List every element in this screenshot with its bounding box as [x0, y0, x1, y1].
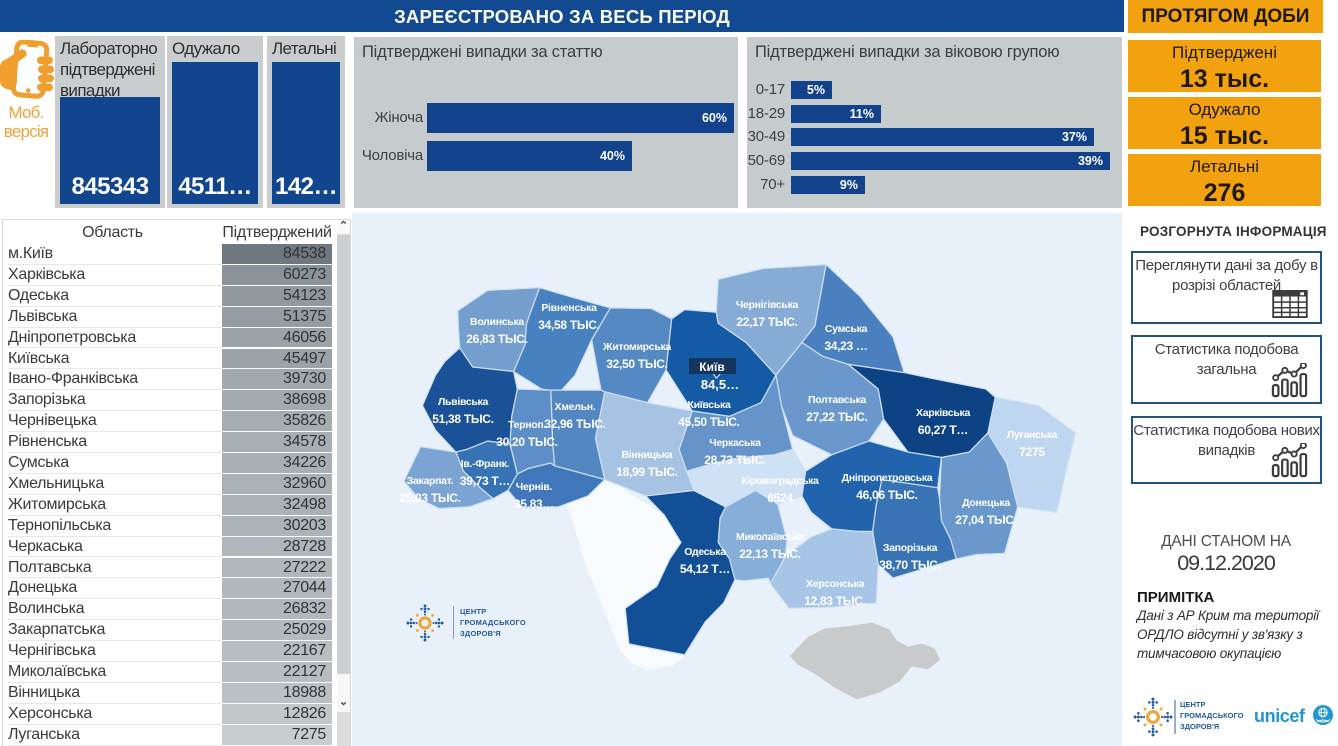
svg-text:26,83 ТЫС.: 26,83 ТЫС. [466, 332, 527, 346]
svg-text:Київ: Київ [699, 360, 724, 374]
svg-text:35,83…: 35,83… [514, 497, 554, 511]
svg-text:Донецька: Донецька [962, 497, 1010, 509]
svg-text:Ів.-Франк.: Ів.-Франк. [461, 458, 510, 470]
svg-text:46,06 ТЫС.: 46,06 ТЫС. [856, 488, 917, 502]
svg-text:ГРОМАДСЬКОГО: ГРОМАДСЬКОГО [1180, 711, 1244, 720]
svg-text:60,27 Т…: 60,27 Т… [918, 423, 968, 437]
svg-text:32,96 ТЫС.: 32,96 ТЫС. [544, 417, 605, 431]
svg-text:84,5…: 84,5… [701, 377, 739, 392]
svg-text:12,83 ТЫС.: 12,83 ТЫС. [804, 594, 865, 608]
svg-text:22,17 ТЫС.: 22,17 ТЫС. [736, 315, 797, 329]
svg-text:Чернігівська: Чернігівська [736, 299, 799, 311]
svg-text:27,22 ТЫС.: 27,22 ТЫС. [806, 410, 867, 424]
svg-text:Сумська: Сумська [825, 323, 868, 335]
svg-text:Черкаська: Черкаська [709, 437, 761, 449]
svg-text:Рівненська: Рівненська [541, 302, 597, 314]
svg-text:38,70 ТЫС.: 38,70 ТЫС. [879, 558, 940, 572]
svg-text:34,23 …: 34,23 … [824, 339, 867, 353]
svg-text:Терноп.: Терноп. [508, 419, 546, 431]
svg-text:Волинська: Волинська [470, 316, 524, 328]
svg-text:32,50 ТЫС.: 32,50 ТЫС. [606, 357, 667, 371]
svg-text:Луганська: Луганська [1007, 429, 1058, 441]
svg-text:25,03 ТЫС.: 25,03 ТЫС. [399, 491, 460, 505]
svg-text:ЦЕНТР: ЦЕНТР [1180, 700, 1205, 709]
svg-text:22,13 ТЫС.: 22,13 ТЫС. [739, 547, 800, 561]
svg-text:45,50 ТЫС.: 45,50 ТЫС. [678, 415, 739, 429]
svg-text:Чернів.: Чернів. [516, 481, 553, 493]
svg-text:34,58 ТЫС.: 34,58 ТЫС. [538, 318, 599, 332]
svg-text:30,20 ТЫС.: 30,20 ТЫС. [496, 435, 557, 449]
svg-text:Полтавська: Полтавська [808, 394, 866, 406]
svg-text:28,73 ТЫС.: 28,73 ТЫС. [704, 453, 765, 467]
svg-text:Запорізька: Запорізька [883, 542, 938, 554]
svg-text:27,04 ТЫС.: 27,04 ТЫС. [955, 513, 1016, 527]
svg-text:ЗДОРОВ'Я: ЗДОРОВ'Я [1180, 722, 1219, 731]
svg-text:Житомирська: Житомирська [602, 341, 671, 353]
svg-text:Кіровоградська: Кіровоградська [741, 475, 819, 487]
svg-text:unicef: unicef [1254, 706, 1306, 726]
svg-text:Хмельн.: Хмельн. [555, 401, 596, 413]
svg-text:Закарпат.: Закарпат. [407, 475, 454, 487]
svg-text:Вінницька: Вінницька [622, 449, 673, 461]
svg-text:Львівська: Львівська [438, 396, 489, 408]
svg-text:18,99 ТЫС.: 18,99 ТЫС. [616, 465, 677, 479]
svg-text:Київська: Київська [688, 399, 731, 411]
svg-text:Дніпропетровська: Дніпропетровська [842, 472, 933, 484]
svg-text:Миколаївська: Миколаївська [736, 531, 804, 543]
svg-text:Одеська: Одеська [684, 546, 726, 558]
svg-text:51,38 ТЫС.: 51,38 ТЫС. [432, 412, 493, 426]
svg-text:54,12 Т…: 54,12 Т… [680, 562, 730, 576]
svg-text:Харківська: Харківська [916, 407, 970, 419]
svg-text:39,73 Т…: 39,73 Т… [460, 474, 510, 488]
svg-text:Херсонська: Херсонська [806, 578, 865, 590]
svg-text:6524: 6524 [767, 491, 793, 505]
svg-text:7275: 7275 [1019, 445, 1045, 459]
